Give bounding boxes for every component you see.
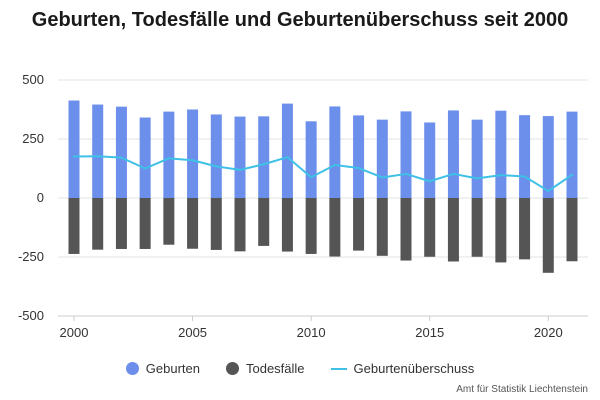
legend-births-label: Geburten	[145, 361, 200, 376]
bar-births[interactable]	[400, 111, 412, 198]
bar-deaths[interactable]	[542, 198, 554, 273]
point-surplus[interactable]	[523, 175, 526, 178]
bar-deaths[interactable]	[258, 198, 270, 246]
bar-births[interactable]	[139, 117, 151, 198]
bar-deaths[interactable]	[187, 198, 199, 249]
bar-births[interactable]	[353, 115, 365, 198]
bar-births[interactable]	[305, 121, 317, 198]
y-axis-ticks: 500 250 0 -250 -500	[18, 72, 44, 323]
point-surplus[interactable]	[404, 172, 408, 176]
point-surplus[interactable]	[357, 166, 360, 170]
point-surplus[interactable]	[215, 165, 218, 168]
bar-births[interactable]	[210, 114, 222, 198]
bar-deaths[interactable]	[68, 198, 80, 254]
point-surplus[interactable]	[96, 155, 99, 158]
point-surplus[interactable]	[238, 168, 242, 172]
y-tick-label: 0	[37, 190, 44, 205]
bar-births[interactable]	[519, 115, 531, 198]
bar-births[interactable]	[566, 111, 578, 198]
point-surplus[interactable]	[570, 173, 574, 177]
legend-surplus-label: Geburtenüberschuss	[353, 361, 475, 376]
bar-deaths[interactable]	[139, 198, 151, 249]
bar-births[interactable]	[329, 106, 341, 198]
bar-deaths[interactable]	[329, 198, 341, 257]
bar-births[interactable]	[471, 119, 483, 198]
chart-title: Geburten, Todesfälle und Geburtenübersch…	[31, 9, 569, 31]
bar-births[interactable]	[68, 100, 80, 198]
x-tick-label: 2000	[60, 325, 89, 340]
bar-births[interactable]	[447, 110, 459, 198]
bars	[68, 100, 578, 273]
legend-surplus-marker	[330, 367, 347, 370]
bar-deaths[interactable]	[447, 198, 459, 262]
bar-births[interactable]	[424, 122, 436, 198]
point-surplus[interactable]	[120, 156, 123, 159]
legend-births-marker	[125, 362, 139, 375]
point-surplus[interactable]	[72, 155, 76, 158]
bar-deaths[interactable]	[281, 198, 293, 252]
bar-deaths[interactable]	[519, 198, 531, 260]
bar-births[interactable]	[258, 116, 270, 198]
legend: Geburten Todesfälle Geburtenüberschuss	[0, 361, 600, 376]
point-surplus[interactable]	[381, 176, 384, 179]
y-tick-label: 500	[22, 72, 44, 87]
point-surplus[interactable]	[286, 155, 289, 159]
point-surplus[interactable]	[452, 172, 455, 176]
bar-deaths[interactable]	[163, 198, 175, 245]
legend-item-deaths[interactable]: Todesfälle	[225, 361, 305, 376]
bar-births[interactable]	[187, 109, 199, 199]
y-tick-label: -500	[18, 308, 44, 323]
bar-deaths[interactable]	[495, 198, 507, 263]
point-surplus[interactable]	[475, 177, 479, 180]
bar-births[interactable]	[115, 106, 127, 198]
legend-deaths-label: Todesfälle	[245, 361, 305, 376]
line-surplus[interactable]	[73, 155, 573, 192]
x-tick-label: 2010	[297, 325, 326, 340]
bar-births[interactable]	[542, 116, 554, 198]
x-tick-label: 2015	[415, 325, 444, 340]
legend-item-surplus[interactable]: Geburtenüberschuss	[330, 361, 475, 376]
grid-lines	[58, 79, 588, 317]
bar-deaths[interactable]	[376, 198, 388, 256]
bar-deaths[interactable]	[471, 198, 483, 257]
bar-deaths[interactable]	[424, 198, 436, 257]
bar-deaths[interactable]	[353, 198, 365, 251]
bar-deaths[interactable]	[566, 198, 578, 262]
bar-deaths[interactable]	[305, 198, 317, 254]
bar-deaths[interactable]	[92, 198, 104, 250]
x-tick-label: 2020	[534, 325, 563, 340]
point-surplus[interactable]	[547, 189, 550, 193]
x-axis: 2000 2005 2010 2015 2020	[58, 315, 588, 340]
y-tick-label: 250	[22, 131, 44, 146]
bar-births[interactable]	[92, 104, 104, 198]
bar-deaths[interactable]	[400, 198, 412, 261]
bar-deaths[interactable]	[210, 198, 222, 250]
y-tick-label: -250	[18, 249, 44, 264]
bar-births[interactable]	[495, 110, 507, 198]
point-surplus[interactable]	[143, 167, 147, 170]
point-surplus[interactable]	[309, 176, 313, 179]
legend-deaths-marker	[225, 362, 239, 375]
point-surplus[interactable]	[191, 159, 194, 162]
point-surplus[interactable]	[428, 180, 431, 183]
x-tick-label: 2005	[178, 325, 207, 340]
bar-births[interactable]	[376, 119, 388, 198]
bar-births[interactable]	[281, 103, 293, 198]
bar-births[interactable]	[163, 111, 175, 198]
bar-deaths[interactable]	[115, 198, 127, 249]
point-surplus[interactable]	[499, 173, 503, 177]
point-surplus[interactable]	[262, 163, 265, 166]
bar-births[interactable]	[234, 116, 246, 198]
legend-item-births[interactable]: Geburten	[125, 361, 200, 376]
point-surplus[interactable]	[167, 157, 171, 160]
bar-deaths[interactable]	[234, 198, 246, 252]
source-credit: Amt für Statistik Liechtenstein	[456, 384, 588, 395]
line-series	[72, 155, 574, 193]
point-surplus[interactable]	[333, 163, 337, 167]
